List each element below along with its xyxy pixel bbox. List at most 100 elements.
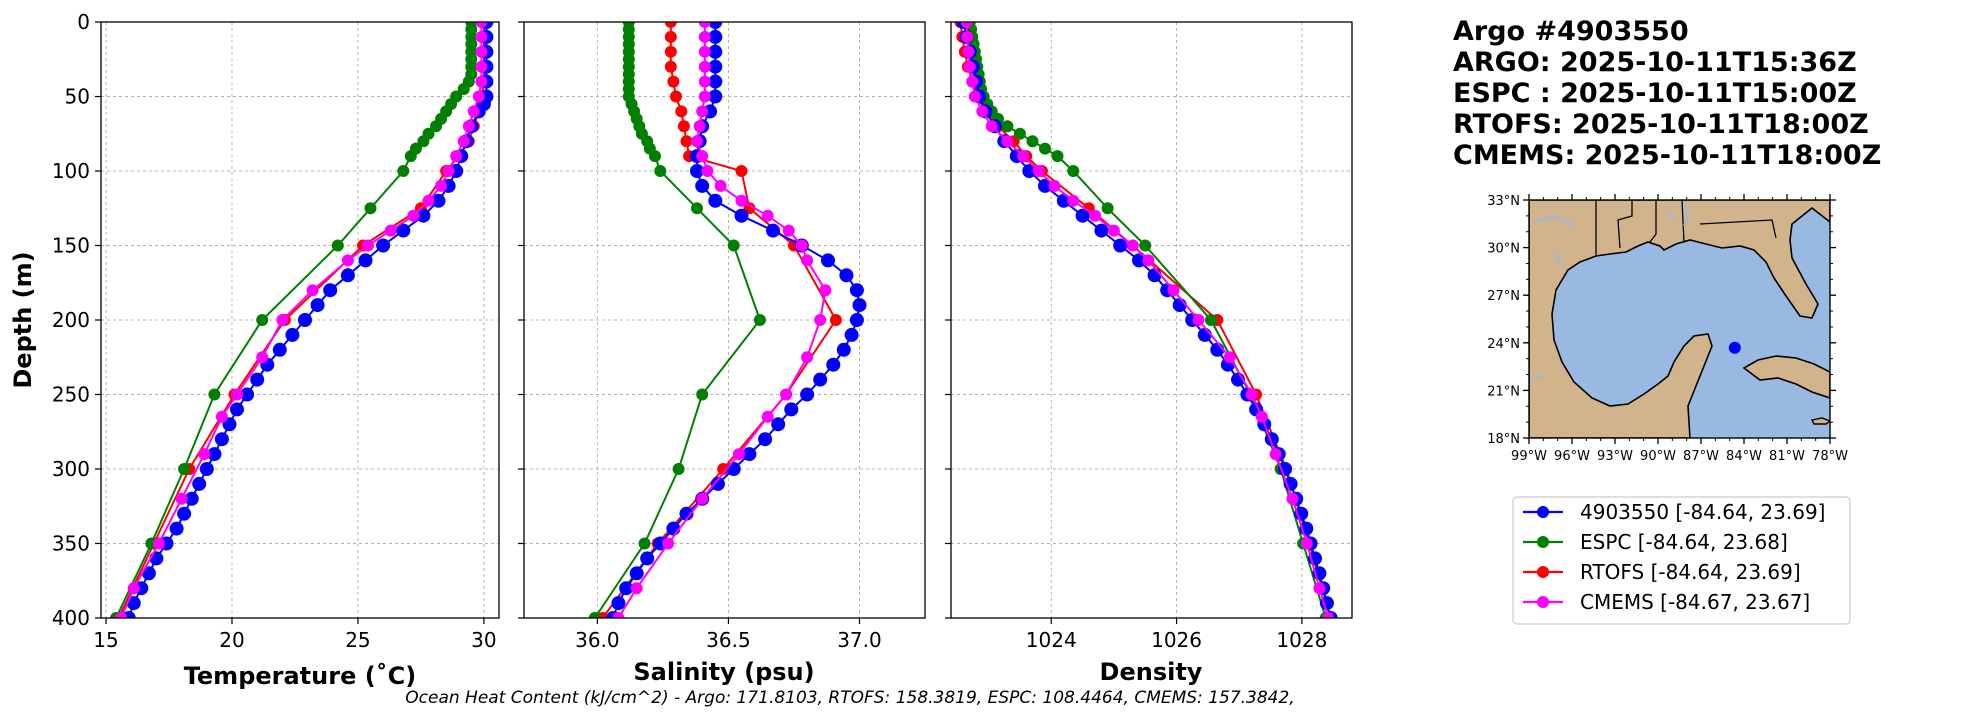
density-point-cmems [1067, 194, 1080, 207]
salinity-point-cmems [801, 254, 814, 267]
map-lon-label: 99°W [1511, 449, 1547, 464]
temperature-point-cmems [198, 448, 211, 461]
density-xtick-label: 1026 [1151, 628, 1202, 652]
legend-item-espc: ESPC [-84.64, 23.68] [1523, 530, 1788, 554]
density-point-cmems [961, 30, 974, 43]
legend-label: 4903550 [-84.64, 23.69] [1580, 500, 1825, 524]
salinity-point-rtofs [664, 45, 677, 58]
salinity-point-argo [821, 253, 835, 268]
salinity-point-argo [708, 59, 723, 74]
temperature-point-argo [310, 298, 325, 313]
salinity-point-cmems [761, 410, 774, 423]
map-frame [1528, 199, 1831, 439]
density-point-espc [1026, 135, 1039, 148]
salinity-point-espc [638, 537, 651, 550]
temperature-point-cmems [475, 22, 488, 28]
temperature-point-cmems [231, 388, 243, 401]
temperature-point-argo [177, 506, 192, 521]
temperature-plot-area [110, 22, 494, 618]
density-point-argo [1283, 476, 1298, 491]
temperature-point-cmems [276, 314, 289, 326]
temperature-point-cmems [115, 612, 128, 618]
salinity-point-cmems [782, 224, 795, 237]
salinity-point-argo [839, 268, 854, 283]
salinity-point-argo [640, 551, 655, 566]
legend-label: RTOFS [-84.64, 23.69] [1580, 560, 1801, 584]
temperature-point-cmems [467, 105, 480, 118]
density-point-cmems [976, 105, 989, 118]
map-lat-label: 21°N [1487, 384, 1520, 399]
density-point-cmems [1107, 224, 1120, 237]
temperature-point-argo [272, 342, 287, 357]
map-lat-label: 30°N [1487, 242, 1520, 257]
density-point-cmems [1286, 492, 1299, 505]
legend-item-argo: 4903550 [-84.64, 23.69] [1523, 500, 1825, 524]
density-point-espc [1205, 314, 1217, 326]
land-cuba [1742, 355, 1830, 399]
state-borders [1595, 200, 1777, 256]
ohc-footer: Ocean Heat Content (kJ/cm^2) - Argo: 171… [405, 688, 1295, 708]
salinity-point-cmems [814, 314, 827, 326]
temperature-point-cmems [341, 254, 354, 267]
density-point-cmems [1032, 165, 1045, 177]
salinity-point-argo [708, 22, 723, 29]
salinity-plot-area [588, 22, 867, 618]
temperature-point-argo [230, 402, 244, 417]
float-position-marker [1728, 341, 1741, 354]
salinity-point-cmems [696, 492, 709, 505]
salinity-point-argo [826, 357, 841, 372]
salinity-point-argo [726, 462, 741, 476]
density-point-cmems [1089, 209, 1102, 222]
salinity-point-argo [710, 476, 725, 491]
land-north-america [1529, 200, 1830, 438]
temperature-point-espc [364, 202, 377, 215]
density-point-cmems [1223, 351, 1236, 364]
salinity-point-cmems [698, 30, 711, 43]
info-line-argo: ARGO: 2025-10-11T15:36Z [1453, 47, 1857, 78]
temperature-point-cmems [422, 194, 435, 207]
salinity-xtick-label: 36.0 [575, 628, 620, 652]
salinity-point-rtofs [677, 120, 690, 133]
salinity-point-cmems [780, 388, 793, 401]
salinity-point-rtofs [675, 105, 688, 118]
depth-tick-label: 250 [52, 383, 90, 407]
density-point-cmems [1001, 135, 1014, 148]
temperature-series-cmems [115, 22, 488, 618]
temperature-point-cmems [306, 284, 319, 297]
salinity-point-argo [849, 283, 864, 298]
salinity-xlabel: Salinity (psu) [633, 658, 814, 686]
temperature-point-argo [396, 223, 411, 238]
density-point-cmems [1245, 388, 1258, 401]
density-panel: 1024 1026 1028 Density [945, 21, 1353, 686]
temperature-point-argo [214, 432, 229, 447]
salinity-point-cmems [696, 105, 709, 118]
map-lat-label: 33°N [1487, 194, 1520, 209]
temperature-point-espc [430, 120, 442, 133]
salinity-point-espc [672, 463, 685, 475]
salinity-point-argo [619, 581, 634, 596]
depth-tick-label: 100 [52, 159, 90, 183]
salinity-point-cmems [691, 135, 703, 148]
temperature-point-cmems [475, 60, 488, 73]
density-point-cmems [1017, 150, 1030, 163]
depth-tick-label: 300 [52, 457, 90, 481]
temperature-point-cmems [475, 30, 488, 43]
density-point-cmems [960, 22, 973, 28]
salinity-point-argo [695, 178, 710, 193]
density-xlabel: Density [1100, 658, 1203, 686]
map-lon-label: 96°W [1554, 449, 1590, 464]
salinity-point-argo [708, 29, 723, 44]
salinity-point-espc [691, 202, 703, 215]
map-land [1529, 200, 1830, 438]
temperature-point-argo [298, 313, 312, 327]
temperature-point-cmems [475, 45, 488, 58]
temperature-point-cmems [362, 239, 374, 252]
density-point-argo [1113, 238, 1128, 253]
density-point-espc [1013, 127, 1026, 140]
density-plot-area [954, 22, 1338, 618]
salinity-point-cmems [801, 351, 814, 364]
location-map: 33°N 30°N 27°N 24°N 21°N 18°N 99°W 96°W 93°W 90°W… [1487, 194, 1848, 464]
map-lon-label: 78°W [1812, 449, 1848, 464]
density-xtick-label: 1028 [1276, 628, 1327, 652]
